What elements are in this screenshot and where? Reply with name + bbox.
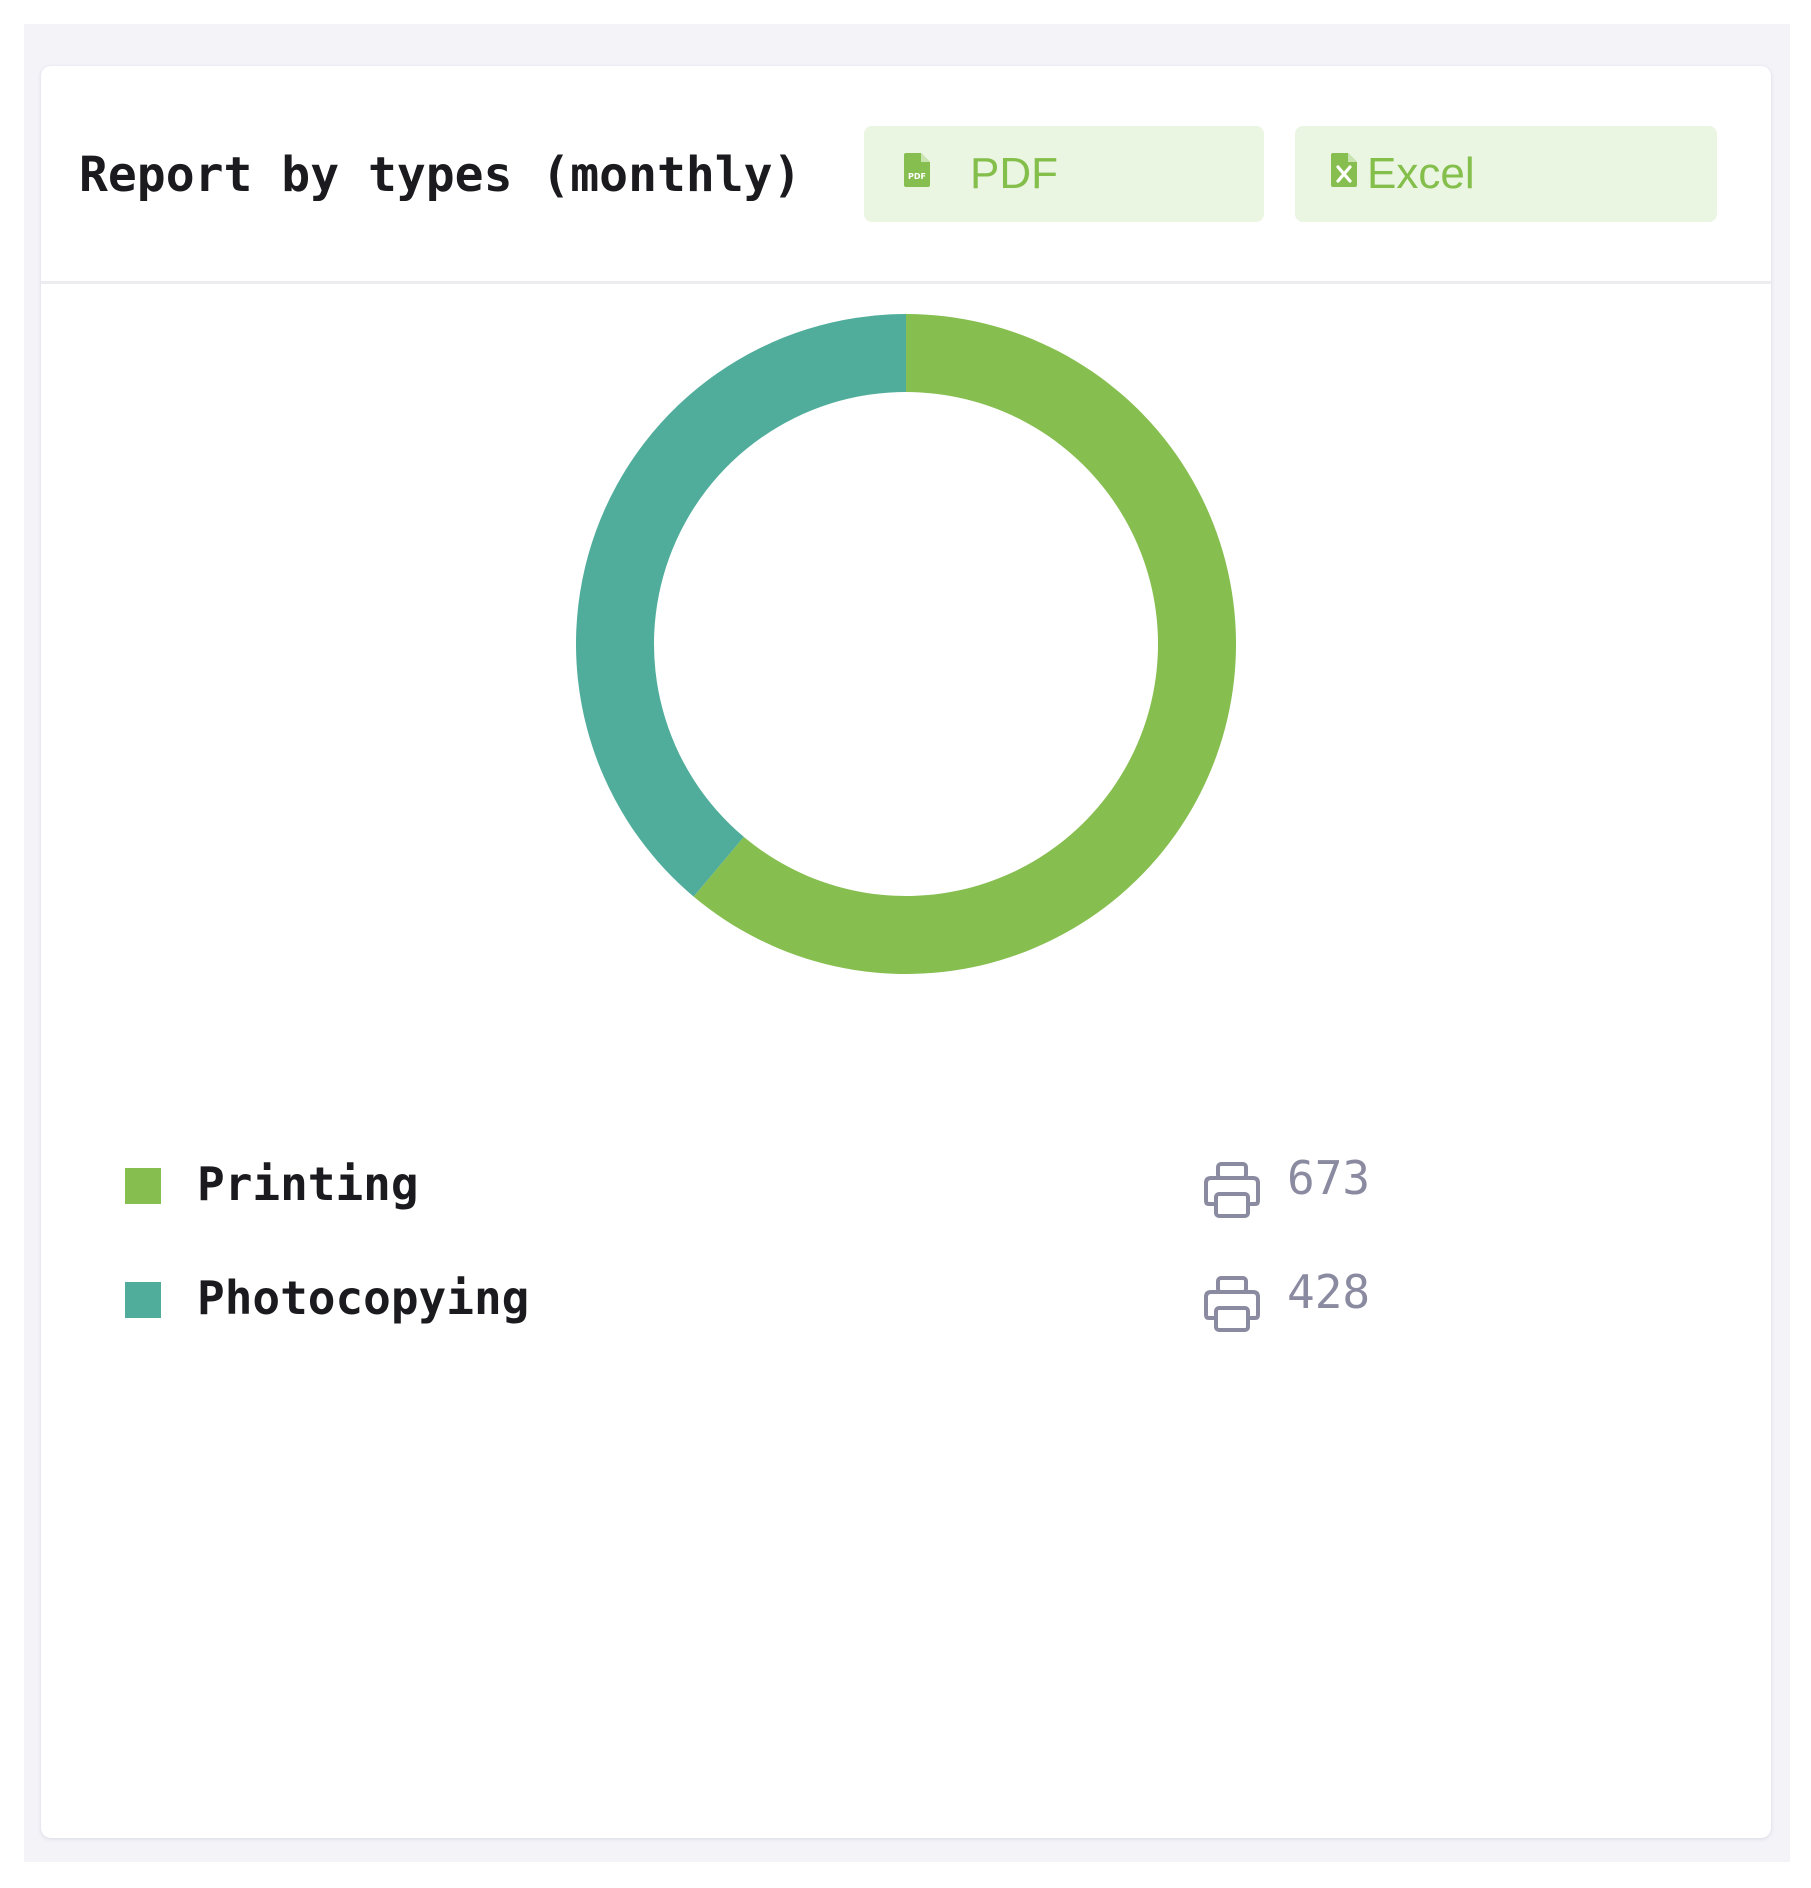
export-pdf-button[interactable]: PDF PDF (864, 126, 1264, 222)
report-card: Report by types (monthly) PDF PDF Excel (41, 66, 1771, 1838)
donut-slice-photocopying[interactable] (576, 314, 906, 897)
donut-chart (576, 314, 1237, 975)
printer-icon (1200, 1158, 1264, 1222)
file-pdf-icon: PDF (902, 149, 932, 199)
legend-row-photocopying: Photocopying 428 (125, 1264, 1525, 1332)
legend-label-photocopying: Photocopying (197, 1271, 530, 1325)
chart-area: Printing 673 Photocopying 428 (41, 284, 1771, 1838)
legend-label-printing: Printing (197, 1157, 419, 1211)
donut-slice-printing[interactable] (693, 314, 1237, 975)
svg-text:PDF: PDF (908, 172, 926, 181)
export-excel-label: Excel (1367, 149, 1475, 198)
file-excel-icon (1329, 149, 1359, 199)
printer-icon (1200, 1272, 1264, 1336)
card-title: Report by types (monthly) (79, 147, 802, 203)
legend-value-photocopying: 428 (1287, 1265, 1371, 1319)
legend-row-printing: Printing 673 (125, 1150, 1525, 1218)
export-excel-button[interactable]: Excel (1295, 126, 1717, 222)
legend-value-printing: 673 (1287, 1151, 1371, 1205)
card-header: Report by types (monthly) PDF PDF Excel (41, 66, 1771, 284)
legend-swatch-printing (125, 1168, 161, 1204)
legend-swatch-photocopying (125, 1282, 161, 1318)
export-pdf-label: PDF (970, 149, 1058, 198)
